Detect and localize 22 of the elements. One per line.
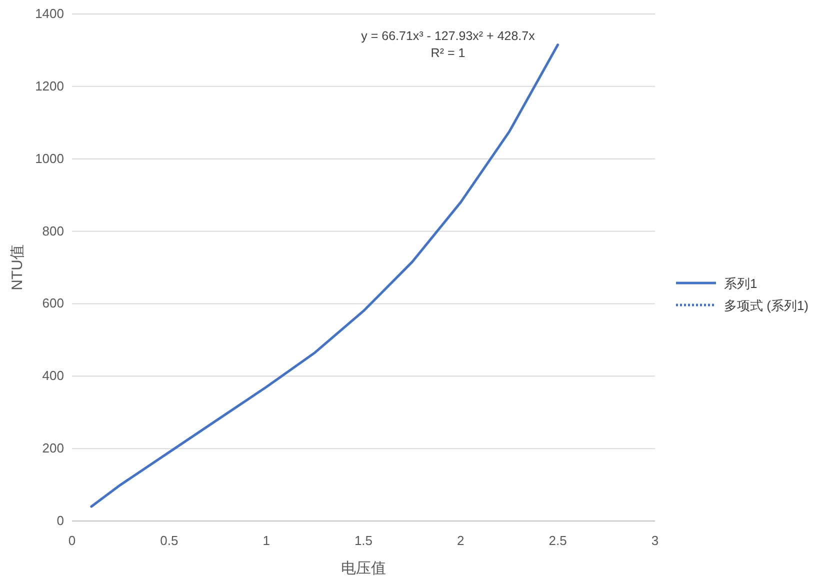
x-tick-label: 0.5 bbox=[160, 533, 178, 548]
x-axis-title: 电压值 bbox=[341, 560, 386, 577]
y-tick-label: 1400 bbox=[35, 6, 64, 21]
y-tick-label: 200 bbox=[42, 440, 64, 456]
y-axis-title: NTU值 bbox=[9, 244, 26, 290]
annotation: y = 66.71x³ - 127.93x² + 428.7x bbox=[361, 29, 536, 43]
x-tick-label: 3 bbox=[651, 533, 659, 548]
legend-label: 系列1 bbox=[724, 276, 758, 291]
x-tick-label: 0 bbox=[68, 533, 76, 548]
x-tick-label: 1.5 bbox=[354, 533, 373, 548]
y-tick-label: 400 bbox=[42, 368, 64, 384]
x-tick-label: 1 bbox=[262, 533, 270, 548]
y-tick-label: 600 bbox=[42, 296, 64, 311]
x-tick-label: 2.5 bbox=[548, 533, 567, 548]
y-tick-label: 800 bbox=[42, 223, 64, 238]
y-tick-label: 1000 bbox=[35, 150, 64, 166]
line-series bbox=[90, 44, 560, 508]
annotation: R² = 1 bbox=[430, 46, 466, 60]
x-tick-label: 2 bbox=[457, 533, 464, 548]
legend-label: 多项式 (系列1) bbox=[724, 298, 808, 313]
y-tick-label: 0 bbox=[56, 513, 64, 528]
y-tick-label: 1200 bbox=[35, 78, 64, 94]
